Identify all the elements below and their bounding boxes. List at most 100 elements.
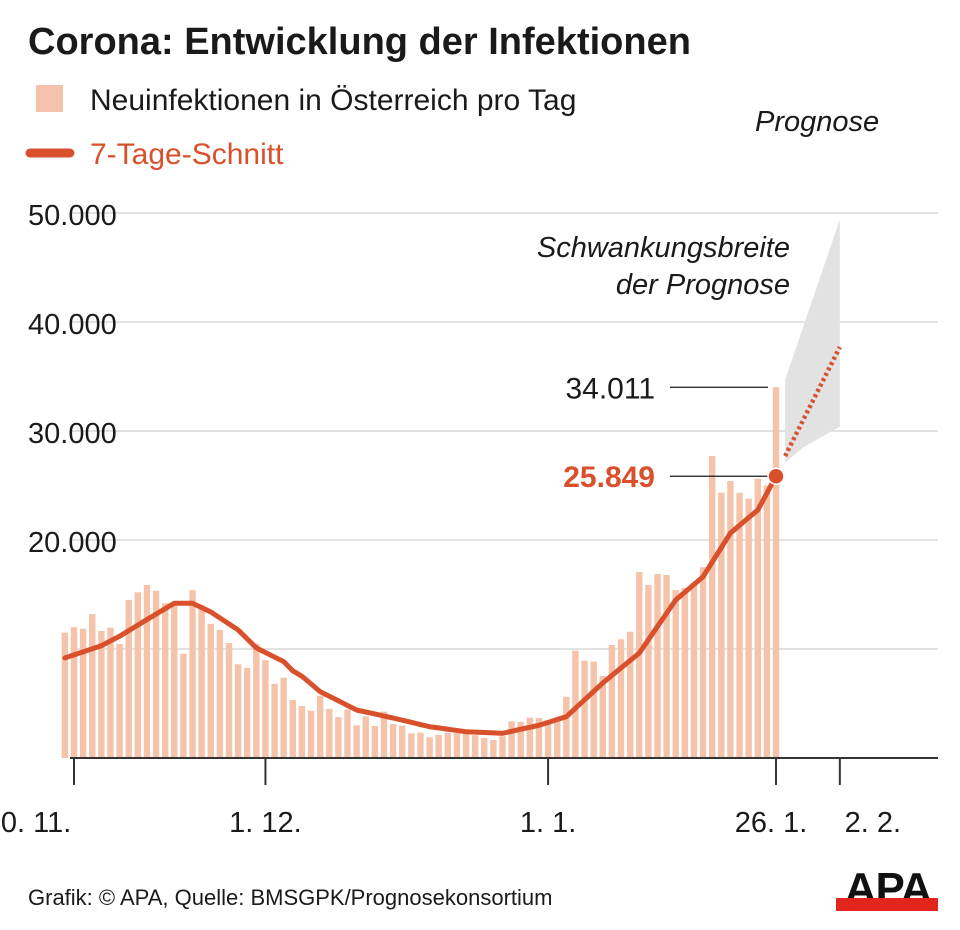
bar	[98, 631, 105, 758]
bar	[189, 590, 196, 758]
bar	[763, 485, 771, 758]
bars	[61, 387, 780, 758]
bar	[380, 711, 388, 758]
bar	[754, 478, 761, 758]
bar	[89, 614, 96, 758]
x-tick-label: 26. 1.	[735, 807, 808, 839]
bar	[316, 695, 324, 758]
legend-line-label: 7-Tage-Schnitt	[90, 138, 284, 171]
bar	[207, 623, 214, 758]
bar	[180, 653, 187, 758]
prognose-label: Prognose	[755, 106, 879, 138]
legend-bar-swatch	[36, 85, 63, 112]
bar	[344, 709, 351, 758]
bar	[198, 605, 205, 758]
bar	[244, 667, 251, 758]
annotation-label: 34.011	[565, 372, 655, 405]
bar	[253, 643, 260, 758]
bar	[490, 740, 497, 758]
bar	[326, 708, 333, 758]
bar	[681, 587, 689, 758]
bar	[663, 574, 670, 758]
y-tick-label: 20.000	[28, 527, 117, 559]
footer-source: Grafik: © APA, Quelle: BMSGPK/Prognoseko…	[28, 885, 552, 910]
bar	[435, 735, 442, 758]
y-tick-label: 40.000	[28, 309, 117, 341]
forecast-dotted-line	[783, 346, 842, 458]
bar	[271, 683, 278, 758]
bar	[234, 664, 242, 758]
bar	[535, 717, 543, 758]
bar	[727, 481, 734, 758]
bar	[79, 628, 87, 758]
latest-average-dot	[767, 467, 785, 485]
bar	[152, 590, 160, 758]
chart-title: Corona: Entwicklung der Infektionen	[28, 21, 691, 63]
bar	[262, 660, 269, 758]
bar	[654, 574, 661, 758]
bar	[590, 661, 597, 758]
bar	[161, 603, 169, 758]
bar	[544, 719, 552, 758]
bar	[280, 677, 287, 758]
x-tick-label: 1. 12.	[229, 807, 302, 839]
bar	[690, 582, 698, 758]
bar	[453, 732, 461, 758]
seven-day-average	[62, 473, 779, 736]
bar	[134, 592, 142, 758]
bar	[699, 567, 707, 758]
y-axis-labels: 20.000 30.000 40.000 50.000	[28, 200, 117, 559]
bar	[645, 585, 652, 758]
y-tick-label: 30.000	[28, 418, 117, 450]
bar	[116, 644, 123, 758]
annotations: 34.011 25.849	[563, 372, 785, 494]
seven-day-average-line	[62, 473, 779, 736]
bar	[626, 631, 634, 758]
bar	[462, 734, 470, 758]
bar	[426, 737, 433, 758]
bar	[481, 738, 488, 758]
bar	[517, 722, 524, 758]
bar	[298, 706, 306, 758]
bar	[216, 629, 224, 758]
x-tick-label: 10. 11.	[0, 807, 71, 839]
bar	[70, 627, 78, 758]
bar	[508, 721, 515, 758]
bar	[399, 725, 406, 758]
annotation-label: 25.849	[563, 461, 655, 494]
bar	[736, 492, 743, 758]
bar	[708, 456, 716, 758]
bar	[335, 717, 342, 758]
apa-logo: APA	[836, 864, 938, 913]
bar	[389, 723, 397, 758]
bar	[636, 572, 643, 758]
bar	[353, 725, 360, 758]
x-tick-label: 2. 2.	[845, 807, 901, 839]
y-tick-label: 50.000	[28, 200, 117, 232]
band-label-line1: Schwankungsbreite	[537, 232, 790, 264]
bar	[307, 710, 315, 758]
bar	[289, 700, 297, 758]
bar	[417, 732, 424, 758]
forecast-band	[785, 219, 840, 463]
bar	[371, 725, 379, 758]
bar	[61, 632, 69, 758]
bar	[444, 732, 451, 758]
bar	[581, 660, 588, 758]
forecast-line	[783, 346, 842, 458]
x-axis: 10. 11. 1. 12. 1. 1. 26. 1. 2. 2.	[0, 757, 938, 839]
bar	[471, 735, 479, 758]
bar	[554, 718, 561, 758]
bar	[772, 387, 780, 758]
bar	[563, 696, 570, 758]
bar	[572, 650, 579, 758]
bar	[526, 717, 534, 758]
bar	[225, 643, 233, 758]
bar	[107, 627, 114, 758]
bar	[745, 498, 752, 758]
legend-bar-label: Neuinfektionen in Österreich pro Tag	[90, 84, 576, 117]
bar	[608, 644, 616, 758]
bar	[125, 599, 132, 758]
bar	[672, 590, 679, 758]
